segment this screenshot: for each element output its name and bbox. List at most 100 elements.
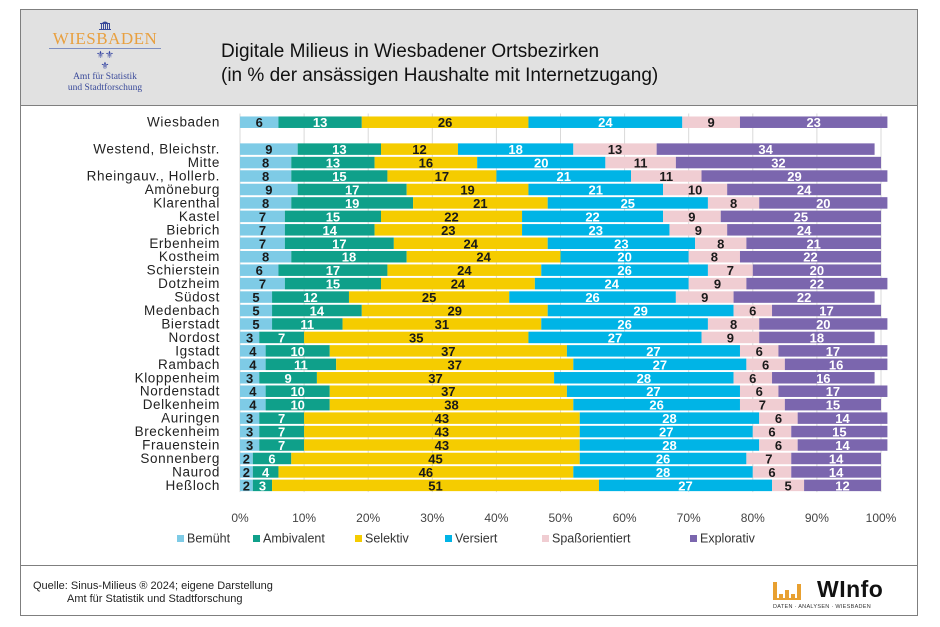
data-label: 4 xyxy=(262,465,270,480)
data-label: 27 xyxy=(646,384,660,399)
category-label: Sonnenberg xyxy=(140,451,220,466)
bar-segment xyxy=(329,385,567,397)
data-label: 5 xyxy=(252,304,259,319)
bar-segment xyxy=(240,277,285,290)
footer: Quelle: Sinus-Milieus ® 2024; eigene Dar… xyxy=(21,565,917,616)
bar-segment xyxy=(304,425,580,438)
bar-segment xyxy=(297,183,407,196)
bar-segment xyxy=(240,385,266,397)
bar-segment xyxy=(291,197,414,209)
data-label: 9 xyxy=(284,371,291,386)
bars: 6 13 26 24 9 239 13 12 18 13 348 13 16 20 11 328 15 17 21 1… xyxy=(240,115,888,493)
bar-segment xyxy=(348,291,510,303)
data-label: 28 xyxy=(637,371,651,386)
data-label: 21 xyxy=(556,169,570,184)
data-label: 15 xyxy=(826,398,840,413)
category-label: Wiesbaden xyxy=(147,115,220,130)
data-label: 4 xyxy=(249,357,257,372)
data-label: 6 xyxy=(768,425,775,440)
data-label: 7 xyxy=(727,263,734,278)
data-label: 8 xyxy=(730,317,737,332)
bar-segment xyxy=(528,331,702,344)
data-label: 23 xyxy=(614,236,628,251)
bar-segment xyxy=(631,170,702,182)
category-label: Kostheim xyxy=(159,249,220,264)
legend-label: Versiert xyxy=(455,532,498,546)
bar-segment xyxy=(259,331,305,344)
data-label: 25 xyxy=(621,196,635,211)
data-label: 21 xyxy=(589,182,603,197)
category-label: Nordenstadt xyxy=(140,384,220,399)
bar-segment xyxy=(406,183,529,196)
bar-segment xyxy=(240,479,253,492)
category-label: Dotzheim xyxy=(158,276,220,291)
data-label: 23 xyxy=(441,223,455,238)
data-label: 28 xyxy=(656,465,670,480)
bar-segment xyxy=(291,170,388,182)
x-tick-label: 40% xyxy=(484,511,508,525)
bar-segment xyxy=(240,331,260,344)
data-label: 24 xyxy=(457,263,472,278)
source-line-2: Amt für Statistik und Stadtforschung xyxy=(67,593,243,605)
data-label: 14 xyxy=(310,304,325,319)
category-label: Klarenthal xyxy=(153,195,220,210)
data-label: 28 xyxy=(662,411,676,426)
data-label: 9 xyxy=(688,209,695,224)
data-label: 16 xyxy=(816,371,830,386)
bar-segment xyxy=(541,318,708,330)
data-label: 8 xyxy=(262,250,269,265)
data-label: 8 xyxy=(262,169,269,184)
bar-segment xyxy=(566,345,740,357)
data-label: 2 xyxy=(243,451,250,466)
data-label: 25 xyxy=(422,290,436,305)
bar-segment xyxy=(727,183,881,196)
data-label: 10 xyxy=(290,344,304,359)
data-label: 24 xyxy=(451,277,466,292)
bar-segment xyxy=(746,358,785,371)
data-label: 8 xyxy=(262,156,269,171)
data-label: 26 xyxy=(438,115,452,130)
data-label: 35 xyxy=(409,330,423,345)
category-label: Erbenheim xyxy=(149,236,220,251)
bar-segment xyxy=(733,304,773,317)
bar-segment xyxy=(240,237,285,250)
data-label: 13 xyxy=(326,156,340,171)
data-label: 37 xyxy=(428,371,442,386)
data-label: 22 xyxy=(803,250,817,265)
bar-segment xyxy=(605,156,676,169)
bar-segment xyxy=(797,439,888,451)
data-label: 37 xyxy=(441,384,455,399)
bar-segment xyxy=(547,197,708,209)
data-label: 14 xyxy=(829,451,844,466)
data-label: 26 xyxy=(617,317,631,332)
data-label: 12 xyxy=(303,290,317,305)
data-label: 7 xyxy=(759,398,766,413)
data-label: 13 xyxy=(608,142,622,157)
bar-segment xyxy=(739,398,785,411)
winfo-tagline: DATEN · ANALYSEN · WIESBADEN xyxy=(773,604,872,610)
legend-label: Ambivalent xyxy=(263,532,325,546)
legend: Bemüht Ambivalent Selektiv Versiert Spaßorie… xyxy=(177,532,756,546)
bar-segment xyxy=(240,372,260,384)
legend-swatch xyxy=(445,535,452,542)
data-label: 7 xyxy=(278,425,285,440)
bar-segment xyxy=(240,170,292,182)
data-label: 6 xyxy=(775,411,782,426)
data-label: 27 xyxy=(678,478,692,493)
bar-segment xyxy=(304,412,580,424)
bar-segment xyxy=(361,304,548,317)
bar-segment xyxy=(791,466,881,478)
data-label: 4 xyxy=(249,344,257,359)
data-label: 6 xyxy=(749,304,756,319)
data-label: 34 xyxy=(758,142,773,157)
data-label: 3 xyxy=(246,411,253,426)
data-label: 24 xyxy=(797,223,812,238)
bar-segment xyxy=(240,143,298,155)
category-label: Rheingauv., Hollerb. xyxy=(87,169,220,184)
data-label: 7 xyxy=(259,236,266,251)
category-label: Frauenstein xyxy=(142,438,220,453)
category-label: Igstadt xyxy=(175,343,220,358)
bar-segment xyxy=(573,358,747,371)
data-label: 6 xyxy=(268,451,275,466)
bar-segment xyxy=(240,452,253,465)
